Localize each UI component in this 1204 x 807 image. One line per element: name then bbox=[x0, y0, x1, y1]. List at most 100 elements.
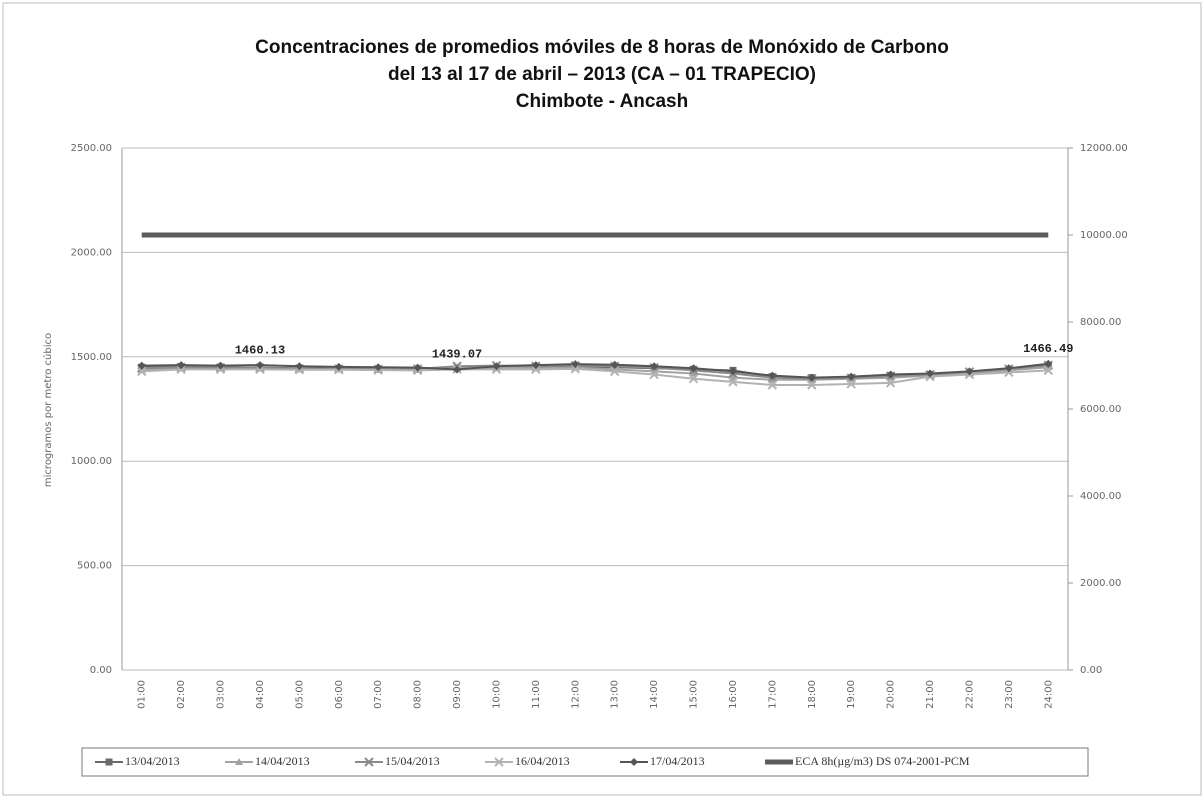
marker bbox=[235, 758, 243, 765]
marker bbox=[177, 361, 186, 370]
marker bbox=[492, 362, 501, 371]
y-tick-label: 1500.00 bbox=[71, 352, 112, 363]
legend-label: 14/04/2013 bbox=[255, 754, 310, 768]
series-line bbox=[141, 362, 1049, 379]
marker bbox=[364, 757, 374, 767]
marker bbox=[531, 364, 541, 375]
marker bbox=[630, 758, 638, 766]
marker bbox=[688, 374, 699, 384]
x-tick-label: 10:00 bbox=[491, 680, 502, 709]
x-tick-label: 03:00 bbox=[216, 680, 227, 709]
x-tick-label: 05:00 bbox=[294, 680, 305, 709]
x-tick-label: 16:00 bbox=[728, 680, 739, 709]
marker bbox=[413, 363, 422, 372]
legend-label: 15/04/2013 bbox=[385, 754, 440, 768]
marker bbox=[374, 363, 383, 372]
marker bbox=[1044, 359, 1053, 368]
x-tick-label: 18:00 bbox=[807, 680, 818, 709]
y-tick-label: 500.00 bbox=[77, 561, 112, 572]
y2-tick-label: 10000.00 bbox=[1080, 230, 1128, 241]
x-tick-label: 08:00 bbox=[413, 680, 424, 709]
x-tick-label: 06:00 bbox=[334, 680, 345, 709]
marker bbox=[846, 379, 856, 389]
y2-tick-label: 4000.00 bbox=[1080, 491, 1121, 502]
y-axis-label: microgramos por metro cúbico bbox=[42, 333, 54, 487]
marker bbox=[570, 364, 580, 374]
x-tick-label: 22:00 bbox=[964, 680, 975, 709]
marker bbox=[926, 369, 935, 378]
chart-title: Chimbote - Ancash bbox=[516, 91, 688, 112]
chart-title: del 13 al 17 de abril – 2013 (CA – 01 TR… bbox=[388, 64, 816, 85]
data-label: 1460.13 bbox=[235, 343, 285, 357]
x-tick-label: 09:00 bbox=[452, 680, 463, 709]
marker bbox=[807, 373, 816, 382]
marker bbox=[689, 364, 698, 373]
x-tick-label: 21:00 bbox=[925, 680, 936, 709]
marker bbox=[453, 365, 462, 374]
y2-tick-label: 6000.00 bbox=[1080, 404, 1121, 415]
x-tick-label: 14:00 bbox=[649, 680, 660, 709]
marker bbox=[728, 377, 738, 387]
marker bbox=[886, 370, 895, 379]
y-tick-label: 2500.00 bbox=[71, 143, 112, 154]
marker bbox=[610, 366, 620, 377]
x-tick-label: 01:00 bbox=[137, 680, 148, 709]
y2-tick-label: 12000.00 bbox=[1080, 143, 1128, 154]
series-line bbox=[141, 364, 1049, 380]
marker bbox=[255, 364, 265, 375]
marker bbox=[728, 367, 737, 376]
marker bbox=[1004, 367, 1014, 378]
data-label: 1466.49 bbox=[1023, 342, 1073, 356]
y2-tick-label: 8000.00 bbox=[1080, 317, 1121, 328]
y-tick-label: 0.00 bbox=[90, 665, 112, 676]
marker bbox=[885, 378, 896, 388]
x-tick-label: 20:00 bbox=[886, 680, 897, 709]
marker bbox=[334, 362, 343, 371]
marker bbox=[689, 369, 698, 377]
chart-title: Concentraciones de promedios móviles de … bbox=[255, 37, 949, 58]
marker bbox=[610, 360, 619, 369]
marker bbox=[216, 361, 225, 370]
marker bbox=[137, 366, 147, 377]
legend-label: 13/04/2013 bbox=[125, 754, 180, 768]
marker bbox=[494, 757, 504, 767]
marker bbox=[137, 361, 146, 370]
y2-tick-label: 2000.00 bbox=[1080, 578, 1121, 589]
y2-tick-label: 0.00 bbox=[1080, 665, 1102, 676]
marker bbox=[807, 380, 817, 390]
x-tick-label: 07:00 bbox=[373, 680, 384, 709]
marker bbox=[531, 361, 540, 370]
legend-label: 16/04/2013 bbox=[515, 754, 570, 768]
x-tick-label: 11:00 bbox=[531, 680, 542, 709]
marker bbox=[1004, 364, 1013, 373]
x-tick-label: 13:00 bbox=[610, 680, 621, 709]
x-tick-label: 19:00 bbox=[846, 680, 857, 709]
y-tick-label: 1000.00 bbox=[71, 456, 112, 467]
x-tick-label: 23:00 bbox=[1004, 680, 1015, 709]
marker bbox=[649, 369, 659, 380]
series-line bbox=[141, 367, 1049, 386]
marker bbox=[650, 362, 659, 371]
marker bbox=[255, 361, 264, 370]
marker bbox=[768, 371, 777, 380]
x-tick-label: 04:00 bbox=[255, 680, 266, 709]
marker bbox=[105, 758, 113, 766]
legend-label: 17/04/2013 bbox=[650, 754, 705, 768]
marker bbox=[965, 367, 974, 376]
marker bbox=[176, 364, 186, 375]
x-tick-label: 24:00 bbox=[1043, 680, 1054, 709]
x-tick-label: 02:00 bbox=[176, 680, 187, 709]
marker bbox=[767, 380, 778, 390]
x-tick-label: 12:00 bbox=[570, 680, 581, 709]
x-tick-label: 17:00 bbox=[767, 680, 778, 709]
data-label: 1439.07 bbox=[432, 348, 482, 362]
legend-label: ECA 8h(µg/m3) DS 074-2001-PCM bbox=[795, 754, 970, 768]
marker bbox=[1043, 365, 1053, 376]
marker bbox=[847, 372, 856, 381]
marker bbox=[571, 360, 580, 369]
marker bbox=[295, 362, 304, 371]
x-tick-label: 15:00 bbox=[689, 680, 700, 709]
y-tick-label: 2000.00 bbox=[71, 247, 112, 258]
